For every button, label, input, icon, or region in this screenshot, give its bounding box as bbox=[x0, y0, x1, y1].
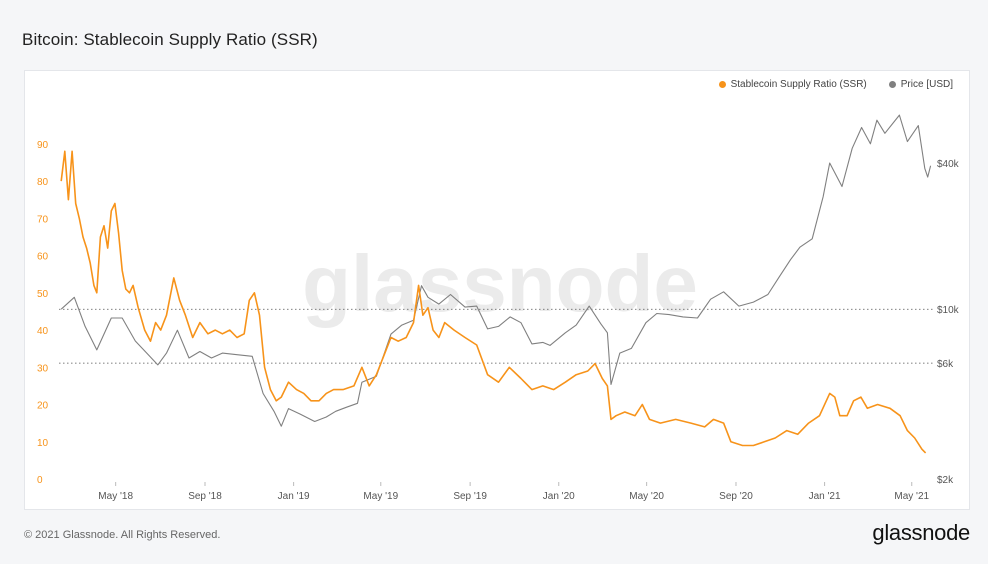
x-tick-label: Sep '18 bbox=[188, 491, 222, 502]
x-tick-label: Sep '19 bbox=[453, 491, 487, 502]
x-tick-label: Jan '21 bbox=[809, 491, 841, 502]
chart-panel: Stablecoin Supply Ratio (SSR) Price [USD… bbox=[24, 70, 970, 510]
y-right-tick-label: $10k bbox=[937, 305, 960, 316]
series-lines bbox=[60, 114, 932, 454]
y-left-tick-label: 0 bbox=[37, 475, 43, 486]
left-y-axis: 0 10 20 30 40 50 60 70 80 90 bbox=[37, 140, 49, 486]
x-tick-label: Sep '20 bbox=[719, 491, 753, 502]
legend-item-ssr[interactable]: Stablecoin Supply Ratio (SSR) bbox=[718, 79, 867, 90]
brand-logo[interactable]: glassnode bbox=[872, 520, 970, 545]
y-left-tick-label: 40 bbox=[37, 326, 49, 337]
ssr-series-line bbox=[60, 150, 927, 454]
y-left-tick-label: 70 bbox=[37, 214, 49, 225]
x-tick-label: May '19 bbox=[363, 491, 398, 502]
y-left-tick-label: 20 bbox=[37, 401, 49, 412]
legend-swatch-ssr bbox=[718, 81, 726, 88]
watermark: glassnode bbox=[302, 239, 698, 328]
chart-legend: Stablecoin Supply Ratio (SSR) Price [USD… bbox=[718, 79, 953, 90]
x-tick-label: May '18 bbox=[98, 491, 133, 502]
y-right-tick-label: $2k bbox=[937, 475, 954, 486]
chart-plot[interactable]: glassnode 0 10 20 30 40 50 60 70 80 90 $2k $6k $10k… bbox=[25, 71, 969, 509]
x-tick-label: Jan '20 bbox=[543, 491, 575, 502]
legend-label-price: Price [USD] bbox=[900, 79, 953, 90]
y-right-tick-label: $40k bbox=[937, 159, 960, 170]
copyright-footer: © 2021 Glassnode. All Rights Reserved. bbox=[24, 529, 221, 541]
right-y-axis: $2k $6k $10k $40k bbox=[937, 159, 960, 486]
legend-label-ssr: Stablecoin Supply Ratio (SSR) bbox=[730, 79, 867, 90]
y-left-tick-label: 10 bbox=[37, 438, 49, 449]
y-left-tick-label: 30 bbox=[37, 363, 49, 374]
chart-title: Bitcoin: Stablecoin Supply Ratio (SSR) bbox=[22, 30, 318, 49]
x-tick-label: May '21 bbox=[894, 491, 929, 502]
y-left-tick-label: 60 bbox=[37, 252, 49, 263]
y-right-tick-label: $6k bbox=[937, 359, 954, 370]
x-tick-label: Jan '19 bbox=[278, 491, 310, 502]
y-left-tick-label: 50 bbox=[37, 289, 49, 300]
y-left-tick-label: 90 bbox=[37, 140, 49, 151]
y-left-tick-label: 80 bbox=[37, 177, 49, 188]
legend-item-price[interactable]: Price [USD] bbox=[888, 79, 953, 90]
x-tick-label: May '20 bbox=[629, 491, 664, 502]
price-series-line bbox=[60, 114, 932, 427]
legend-swatch-price bbox=[888, 81, 896, 88]
x-axis: May '18 Sep '18 Jan '19 May '19 Sep '19 Jan '… bbox=[98, 482, 930, 502]
